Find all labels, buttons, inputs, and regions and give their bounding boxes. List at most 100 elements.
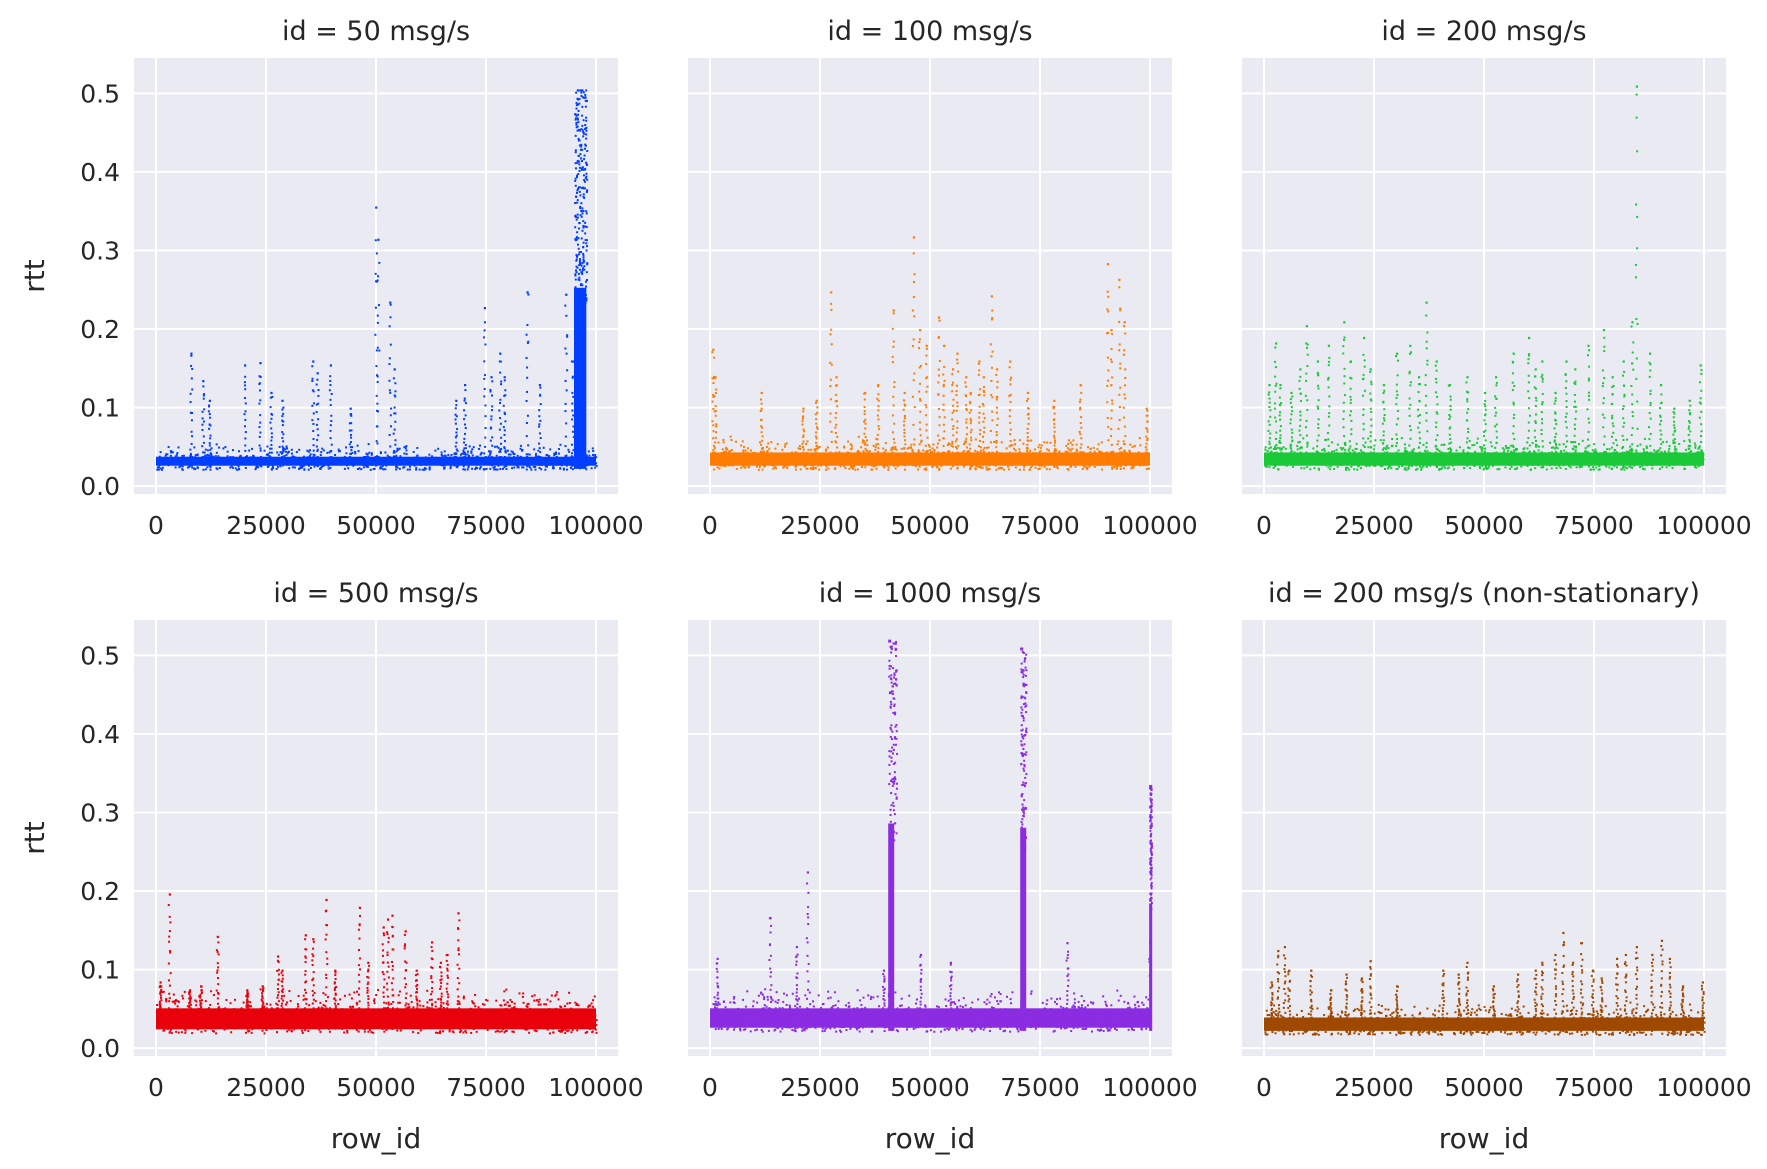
data-point xyxy=(718,467,721,470)
data-point xyxy=(1447,466,1450,469)
data-point xyxy=(538,463,541,466)
data-point xyxy=(1370,418,1373,421)
data-point xyxy=(1289,459,1292,462)
data-point xyxy=(190,464,193,467)
data-point xyxy=(1074,463,1077,466)
burst-point xyxy=(583,265,586,268)
data-point xyxy=(1403,443,1406,446)
data-point xyxy=(463,423,466,426)
burst-point xyxy=(575,306,578,309)
data-point xyxy=(266,445,269,448)
data-point xyxy=(968,443,971,446)
data-point xyxy=(343,994,346,997)
data-point xyxy=(1365,465,1368,468)
data-point xyxy=(489,452,492,455)
data-point xyxy=(1342,401,1345,404)
data-point xyxy=(1529,468,1532,471)
data-point xyxy=(904,468,907,471)
data-point xyxy=(1404,466,1407,469)
data-point xyxy=(725,457,728,460)
data-point xyxy=(394,443,397,446)
data-point xyxy=(293,459,296,462)
data-point xyxy=(1107,426,1110,429)
data-point xyxy=(1304,394,1307,397)
y-tick-label: 0.2 xyxy=(80,315,120,344)
data-point xyxy=(1575,445,1578,448)
data-point xyxy=(925,406,928,409)
data-point xyxy=(1435,381,1438,384)
burst-point xyxy=(583,154,586,157)
data-point xyxy=(1479,446,1482,449)
data-point xyxy=(462,449,465,452)
burst-point xyxy=(576,176,579,179)
data-point xyxy=(923,462,926,465)
data-point xyxy=(1128,449,1131,452)
data-point xyxy=(171,457,174,460)
data-point xyxy=(445,1002,448,1005)
data-point xyxy=(1356,468,1359,471)
data-point xyxy=(1274,346,1277,349)
data-point xyxy=(201,445,204,448)
data-point xyxy=(849,448,852,451)
data-point xyxy=(893,464,896,467)
data-point xyxy=(567,448,570,451)
data-point xyxy=(1417,391,1420,394)
data-point xyxy=(1685,462,1688,465)
data-point xyxy=(525,357,528,360)
data-point xyxy=(361,461,364,464)
data-point xyxy=(343,467,346,470)
data-point xyxy=(389,391,392,394)
data-point xyxy=(535,456,538,459)
burst-point xyxy=(574,215,577,218)
data-point xyxy=(1624,457,1627,460)
data-point xyxy=(1528,414,1531,417)
data-point xyxy=(1628,452,1631,455)
data-point xyxy=(1688,451,1691,454)
data-point xyxy=(509,998,512,1001)
data-point xyxy=(464,453,467,456)
data-point xyxy=(1623,384,1626,387)
data-point xyxy=(1695,466,1698,469)
data-point xyxy=(1368,461,1371,464)
data-point xyxy=(259,376,262,379)
data-point xyxy=(1329,465,1332,468)
data-point xyxy=(867,455,870,458)
data-point xyxy=(1435,369,1438,372)
data-point xyxy=(1616,456,1619,459)
data-point xyxy=(1013,454,1016,457)
data-point xyxy=(1523,458,1526,461)
data-point xyxy=(564,455,567,458)
data-point xyxy=(572,449,575,452)
burst-point xyxy=(584,225,587,228)
data-point xyxy=(1039,450,1042,453)
data-point xyxy=(539,419,542,422)
data-point xyxy=(354,452,357,455)
data-point xyxy=(901,455,904,458)
data-point xyxy=(910,443,913,446)
data-point xyxy=(1481,447,1484,450)
data-point xyxy=(815,422,818,425)
data-point xyxy=(575,1022,578,1025)
data-point xyxy=(394,420,397,423)
data-point xyxy=(544,468,547,471)
data-point xyxy=(1481,454,1484,457)
data-point xyxy=(164,1022,167,1025)
data-point xyxy=(1531,454,1534,457)
data-point xyxy=(1528,450,1531,453)
data-point xyxy=(517,1020,520,1023)
data-point xyxy=(1611,461,1614,464)
data-point xyxy=(1356,455,1359,458)
data-point xyxy=(742,461,745,464)
data-point xyxy=(591,447,594,450)
data-point xyxy=(376,402,379,405)
burst-point xyxy=(577,306,580,309)
data-point xyxy=(801,459,804,462)
data-point xyxy=(966,451,969,454)
data-point xyxy=(237,465,240,468)
data-point xyxy=(550,994,553,997)
data-point xyxy=(298,1020,301,1023)
data-point xyxy=(877,455,880,458)
spike-peak-point xyxy=(1495,376,1498,379)
data-point xyxy=(1396,438,1399,441)
data-point xyxy=(1629,457,1632,460)
